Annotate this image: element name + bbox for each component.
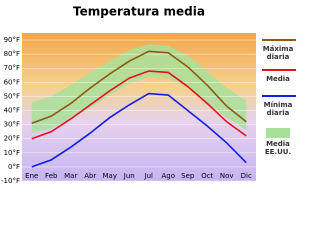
y-tick-label: 90°F xyxy=(4,36,20,44)
series-line xyxy=(31,70,247,140)
x-tick-label: Jun xyxy=(123,172,135,180)
chart: Temperatura media -10°F 0°F 10°F 20°F 30°F 40… xyxy=(1,5,296,185)
y-tick-label: 80°F xyxy=(4,50,20,58)
y-tick-label: 0°F xyxy=(8,163,20,171)
x-tick-label: Oct xyxy=(201,172,213,180)
x-tick-label: Ene xyxy=(25,172,38,180)
us-average-band xyxy=(31,44,247,134)
y-tick-label: 30°F xyxy=(4,121,20,129)
series-line xyxy=(31,50,247,124)
x-tick-label: Jul xyxy=(144,172,154,180)
x-tick-label: Nov xyxy=(220,172,234,180)
y-tick-label: 20°F xyxy=(4,135,20,143)
y-tick-label: 10°F xyxy=(4,149,20,157)
legend-label: Media EE.UU. xyxy=(264,140,292,156)
x-tick-label: May xyxy=(103,172,117,180)
chart-title: Temperatura media xyxy=(73,5,205,19)
x-tick-label: Abr xyxy=(84,172,96,180)
legend-label: Máxima diaria xyxy=(262,45,294,61)
y-tick-label: 60°F xyxy=(4,78,20,86)
chart-svg: Temperatura media -10°F 0°F 10°F 20°F 30°F 40… xyxy=(1,5,296,185)
y-tick-label: -10°F xyxy=(1,177,20,185)
series-line xyxy=(31,92,247,168)
x-tick-label: Mar xyxy=(64,172,77,180)
x-tick-label: Sep xyxy=(181,172,195,180)
y-tick-label: 50°F xyxy=(4,92,20,100)
y-tick-label: 70°F xyxy=(4,64,20,72)
legend-label: Mínima diaria xyxy=(263,101,293,117)
y-tick-label: 40°F xyxy=(4,107,20,115)
legend-swatch xyxy=(266,128,290,138)
legend-label: Media xyxy=(266,75,290,83)
x-tick-label: Feb xyxy=(45,172,58,180)
x-tick-label: Ago xyxy=(161,172,175,180)
x-tick-label: Dic xyxy=(241,172,252,180)
